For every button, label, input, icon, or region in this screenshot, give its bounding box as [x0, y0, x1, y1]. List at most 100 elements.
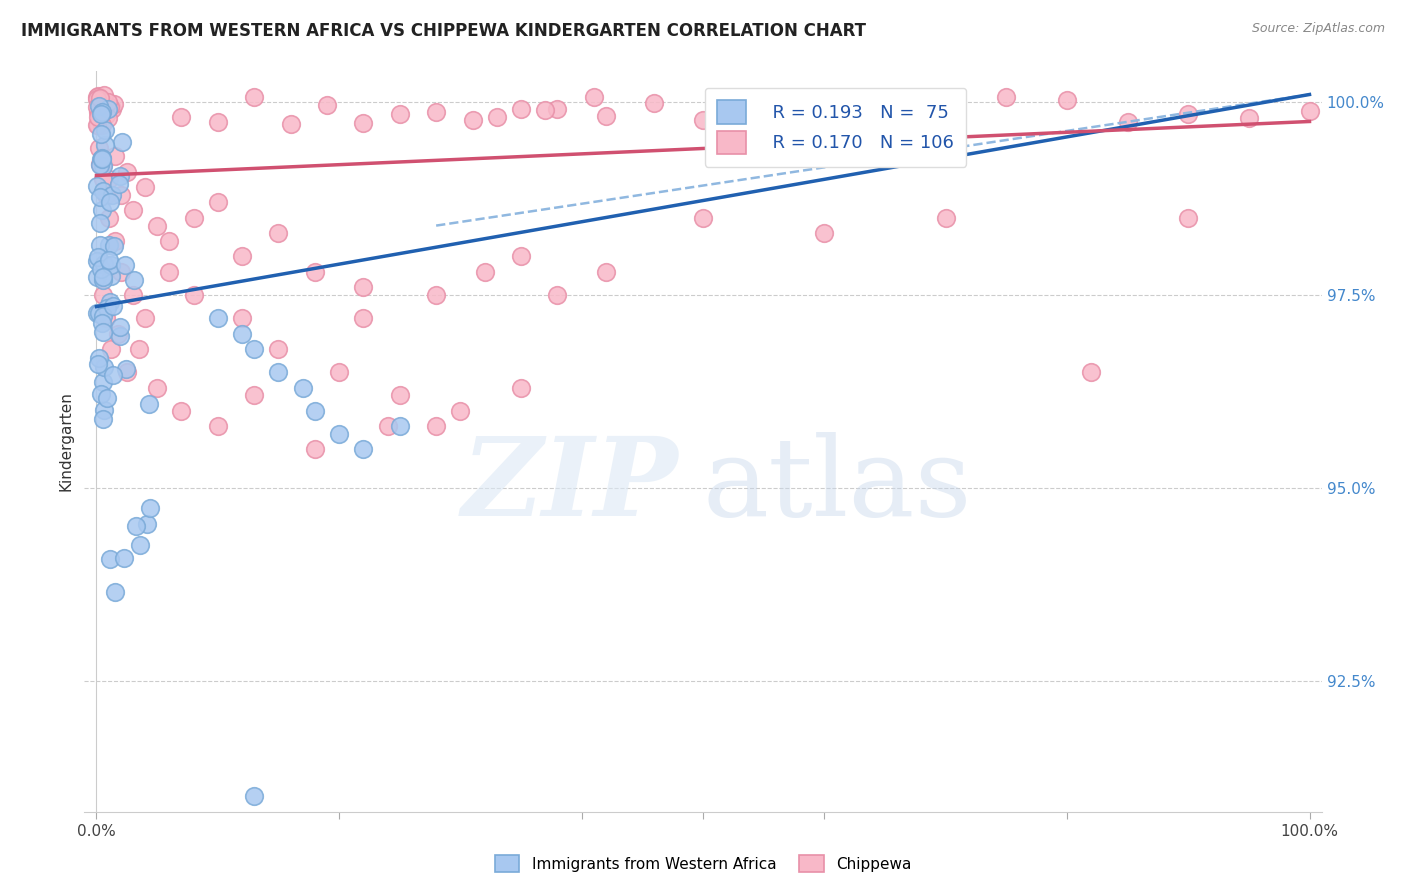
- Point: [89, 91, 111, 105]
- Point: [110, 187, 132, 202]
- Point: [86, 110, 108, 124]
- Legend: Immigrants from Western Africa, Chippewa: Immigrants from Western Africa, Chippewa: [488, 847, 918, 880]
- Point: [510, 249, 533, 263]
- Point: [101, 187, 124, 202]
- Point: [96, 311, 118, 326]
- Point: [1116, 115, 1139, 129]
- Point: [86, 89, 108, 103]
- Point: [789, 98, 811, 112]
- Point: [995, 90, 1018, 104]
- Point: [243, 789, 266, 804]
- Point: [267, 342, 290, 356]
- Point: [90, 114, 112, 128]
- Point: [304, 403, 326, 417]
- Y-axis label: Kindergarten: Kindergarten: [58, 392, 73, 491]
- Point: [100, 342, 122, 356]
- Point: [93, 87, 115, 102]
- Point: [108, 177, 131, 191]
- Point: [1177, 211, 1199, 225]
- Point: [90, 127, 112, 141]
- Point: [388, 388, 411, 402]
- Point: [122, 203, 145, 218]
- Point: [104, 234, 127, 248]
- Point: [86, 306, 108, 320]
- Point: [93, 257, 115, 271]
- Point: [86, 179, 108, 194]
- Point: [207, 195, 229, 210]
- Point: [316, 97, 339, 112]
- Point: [91, 159, 114, 173]
- Point: [207, 114, 229, 128]
- Point: [86, 254, 108, 268]
- Point: [139, 501, 162, 516]
- Point: [89, 158, 111, 172]
- Point: [98, 295, 121, 310]
- Point: [87, 250, 110, 264]
- Point: [91, 157, 114, 171]
- Point: [231, 249, 253, 263]
- Point: [87, 105, 110, 120]
- Point: [107, 326, 129, 341]
- Point: [86, 270, 108, 285]
- Point: [98, 552, 121, 566]
- Point: [207, 419, 229, 434]
- Point: [692, 211, 714, 225]
- Point: [692, 113, 714, 128]
- Point: [146, 380, 169, 394]
- Point: [183, 211, 205, 225]
- Point: [90, 387, 112, 401]
- Point: [352, 116, 374, 130]
- Point: [108, 169, 131, 183]
- Point: [1177, 107, 1199, 121]
- Point: [352, 442, 374, 457]
- Point: [100, 258, 122, 272]
- Point: [1298, 104, 1320, 119]
- Point: [87, 118, 110, 132]
- Point: [388, 107, 411, 121]
- Point: [87, 306, 110, 320]
- Point: [157, 234, 180, 248]
- Point: [101, 299, 124, 313]
- Point: [91, 411, 114, 425]
- Point: [96, 187, 118, 202]
- Point: [352, 311, 374, 326]
- Point: [170, 403, 193, 417]
- Point: [115, 365, 138, 379]
- Point: [86, 99, 108, 113]
- Point: [1237, 111, 1260, 125]
- Point: [243, 90, 266, 104]
- Point: [97, 211, 120, 225]
- Point: [91, 325, 114, 339]
- Point: [425, 105, 447, 120]
- Point: [595, 265, 617, 279]
- Point: [97, 238, 120, 252]
- Point: [388, 419, 411, 434]
- Point: [98, 195, 121, 210]
- Point: [93, 123, 115, 137]
- Point: [243, 388, 266, 402]
- Point: [510, 380, 533, 394]
- Point: [111, 136, 134, 150]
- Point: [91, 184, 114, 198]
- Point: [90, 107, 112, 121]
- Point: [595, 109, 617, 123]
- Point: [114, 362, 136, 376]
- Point: [110, 265, 132, 279]
- Point: [115, 164, 138, 178]
- Point: [91, 203, 114, 218]
- Point: [485, 110, 508, 124]
- Point: [138, 397, 160, 411]
- Point: [231, 326, 253, 341]
- Point: [103, 96, 125, 111]
- Point: [87, 141, 110, 155]
- Point: [461, 112, 484, 127]
- Point: [90, 152, 112, 166]
- Point: [207, 311, 229, 326]
- Point: [352, 280, 374, 294]
- Point: [87, 93, 110, 107]
- Point: [96, 391, 118, 405]
- Text: IMMIGRANTS FROM WESTERN AFRICA VS CHIPPEWA KINDERGARTEN CORRELATION CHART: IMMIGRANTS FROM WESTERN AFRICA VS CHIPPE…: [21, 22, 866, 40]
- Point: [280, 117, 302, 131]
- Point: [449, 403, 471, 417]
- Point: [534, 103, 557, 117]
